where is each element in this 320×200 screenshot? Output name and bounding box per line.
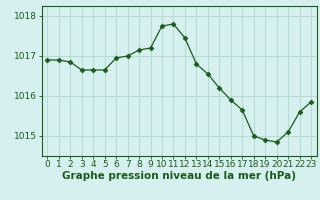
X-axis label: Graphe pression niveau de la mer (hPa): Graphe pression niveau de la mer (hPa): [62, 171, 296, 181]
